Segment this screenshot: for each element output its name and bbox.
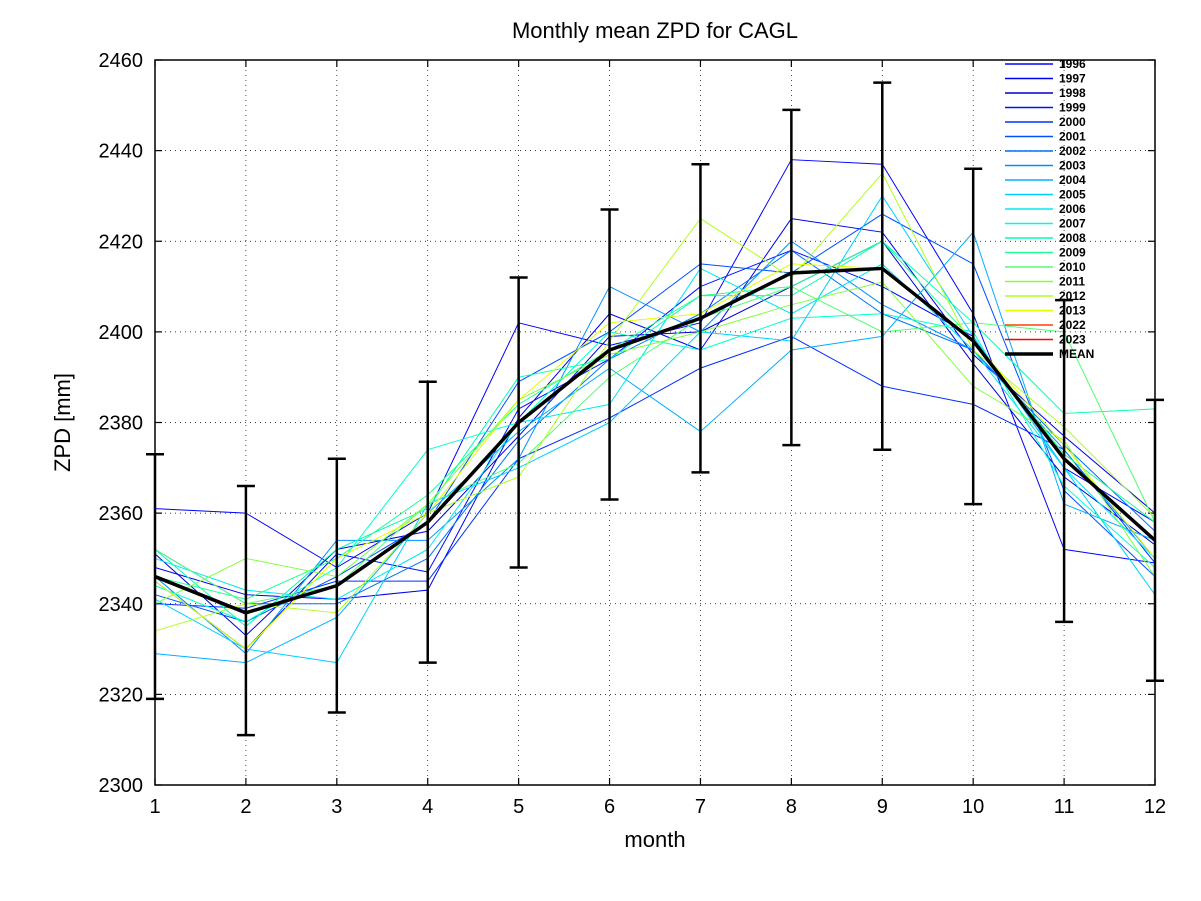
legend-label: 2010	[1059, 260, 1086, 274]
chart-title: Monthly mean ZPD for CAGL	[512, 18, 798, 43]
y-tick-label: 2420	[99, 231, 144, 253]
y-tick-label: 2380	[99, 413, 144, 435]
x-tick-label: 7	[695, 796, 706, 818]
legend-label: 2001	[1059, 130, 1086, 144]
legend-label: 2008	[1059, 231, 1086, 245]
y-tick-label: 2360	[99, 503, 144, 525]
legend-label: 2009	[1059, 246, 1086, 260]
zpd-monthly-chart: 1234567891011122300232023402360238024002…	[0, 0, 1201, 901]
y-tick-label: 2400	[99, 322, 144, 344]
y-tick-label: 2460	[99, 50, 144, 72]
y-axis-label: ZPD [mm]	[50, 373, 75, 472]
legend-label: 2000	[1059, 115, 1086, 129]
chart-container: 1234567891011122300232023402360238024002…	[0, 0, 1201, 901]
legend-label: 2022	[1059, 318, 1086, 332]
legend-label: 2005	[1059, 188, 1086, 202]
legend-label: 2011	[1059, 275, 1085, 289]
x-tick-label: 5	[513, 796, 524, 818]
y-tick-label: 2440	[99, 141, 144, 163]
legend-label: 2007	[1059, 217, 1086, 231]
legend-label: 2004	[1059, 173, 1086, 187]
x-tick-label: 9	[877, 796, 888, 818]
y-tick-label: 2340	[99, 594, 144, 616]
legend-label: 2012	[1059, 289, 1086, 303]
y-tick-label: 2300	[99, 775, 144, 797]
x-tick-label: 2	[240, 796, 251, 818]
x-tick-label: 10	[962, 796, 984, 818]
x-tick-label: 6	[604, 796, 615, 818]
legend-label: 2006	[1059, 202, 1086, 216]
x-axis-label: month	[624, 827, 685, 852]
x-tick-label: 8	[786, 796, 797, 818]
x-tick-label: 3	[331, 796, 342, 818]
legend-label: 1996	[1059, 57, 1086, 71]
legend-label: 2002	[1059, 144, 1086, 158]
legend-label: 1999	[1059, 101, 1086, 115]
legend-label: 2013	[1059, 304, 1086, 318]
x-tick-label: 4	[422, 796, 433, 818]
x-tick-label: 11	[1054, 796, 1075, 818]
x-tick-label: 1	[149, 796, 160, 818]
x-tick-label: 12	[1144, 796, 1166, 818]
legend-label: 2023	[1059, 333, 1086, 347]
legend-label: MEAN	[1059, 347, 1094, 361]
legend-label: 1998	[1059, 86, 1086, 100]
y-tick-label: 2320	[99, 684, 144, 706]
legend-label: 2003	[1059, 159, 1086, 173]
legend-label: 1997	[1059, 72, 1086, 86]
